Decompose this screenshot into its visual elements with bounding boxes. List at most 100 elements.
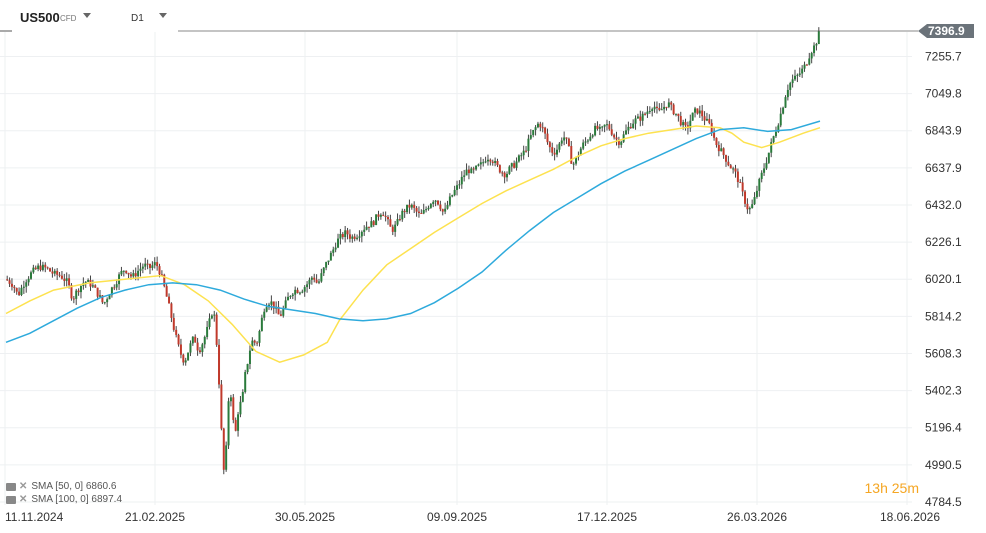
- candle-body: [675, 113, 678, 115]
- candle-body: [739, 182, 742, 184]
- candle-body: [77, 290, 80, 293]
- eye-icon[interactable]: [6, 482, 16, 491]
- candle-body: [632, 123, 635, 129]
- x-tick-label: 21.02.2025: [125, 510, 185, 524]
- candle-body: [427, 207, 430, 210]
- candle-body: [163, 274, 166, 287]
- candle-body: [629, 126, 632, 129]
- candle-body: [41, 264, 44, 270]
- candle-body: [767, 152, 770, 163]
- candle-body: [172, 317, 175, 330]
- candle-body: [532, 130, 535, 136]
- candle-body: [91, 285, 94, 287]
- candle-body: [682, 122, 685, 126]
- candle-body: [791, 79, 794, 84]
- candle-body: [346, 230, 349, 235]
- x-tick-label: 18.06.2026: [880, 510, 940, 524]
- candle-body: [94, 285, 97, 288]
- candle-body: [65, 278, 68, 281]
- candle-body: [8, 280, 11, 284]
- candle-body: [160, 274, 163, 276]
- candle-body: [139, 268, 142, 271]
- candle-body: [398, 219, 401, 221]
- eye-icon[interactable]: [6, 495, 16, 504]
- candle-body: [729, 165, 732, 169]
- candle-body: [27, 278, 30, 283]
- candle-body: [551, 147, 554, 153]
- candle-body: [689, 120, 692, 129]
- candle-body: [244, 372, 247, 393]
- symbol-dropdown-icon[interactable]: [83, 13, 91, 18]
- candle-body: [603, 124, 606, 127]
- candle-body: [122, 270, 125, 272]
- candle-body: [179, 344, 182, 355]
- candle-body: [141, 266, 144, 269]
- candle-body: [439, 204, 442, 210]
- candle-body: [448, 196, 451, 205]
- candle-body: [291, 294, 294, 296]
- candle-body: [808, 58, 811, 65]
- candle-body: [84, 281, 87, 283]
- candle-body: [753, 197, 756, 205]
- candle-body: [20, 287, 23, 295]
- countdown-h-unit: h: [880, 480, 888, 496]
- candle-body: [751, 204, 754, 208]
- candle-body: [246, 364, 249, 373]
- candle-body: [672, 104, 675, 115]
- candle-body: [422, 210, 425, 214]
- candle-body: [239, 401, 242, 415]
- candle-body: [187, 352, 190, 361]
- candle-body: [677, 113, 680, 117]
- candle-body: [786, 89, 789, 98]
- candle-body: [622, 134, 625, 142]
- candle-body: [360, 231, 363, 237]
- candle-body: [722, 148, 725, 156]
- candle-body: [241, 392, 244, 402]
- candle-body: [515, 161, 518, 168]
- candle-body: [310, 277, 313, 280]
- candle-body: [446, 204, 449, 209]
- candle-body: [58, 274, 61, 276]
- candle-body: [563, 137, 566, 141]
- candle-body: [617, 139, 620, 145]
- legend-sma-100: ✕ SMA [100, 0] 6897.4: [6, 494, 122, 505]
- candle-body: [329, 252, 332, 261]
- candle-body: [610, 129, 613, 135]
- interval-selector[interactable]: D1: [131, 13, 144, 24]
- x-tick-label: 17.12.2025: [577, 510, 637, 524]
- candle-body: [774, 131, 777, 137]
- candle-body: [539, 123, 542, 128]
- candle-body: [113, 287, 116, 289]
- candle-body: [817, 31, 820, 45]
- candle-body: [596, 125, 599, 129]
- candle-body: [125, 270, 128, 273]
- candle-body: [644, 113, 647, 115]
- candle-body: [494, 160, 497, 163]
- candle-body: [194, 336, 197, 343]
- x-tick-label: 11.11.2024: [5, 510, 64, 524]
- candle-body: [394, 224, 397, 232]
- close-icon[interactable]: ✕: [19, 481, 28, 492]
- candle-body: [325, 262, 328, 268]
- candle-body: [572, 163, 575, 165]
- interval-dropdown-icon[interactable]: [159, 13, 167, 18]
- y-tick-label: 6843.9: [925, 124, 962, 138]
- candle-body: [665, 106, 668, 108]
- candle-body: [215, 314, 218, 345]
- candle-body: [548, 142, 551, 148]
- close-icon[interactable]: ✕: [19, 494, 28, 505]
- candle-body: [237, 414, 240, 431]
- candle-body: [51, 271, 54, 274]
- candle-body: [353, 236, 356, 239]
- candle-body: [375, 214, 378, 226]
- candle-body: [784, 97, 787, 108]
- candle-body: [579, 148, 582, 156]
- candle-body: [636, 116, 639, 119]
- symbol-name[interactable]: US500: [20, 10, 60, 25]
- candle-body: [463, 175, 466, 177]
- candle-body: [87, 279, 90, 282]
- candle-body: [803, 64, 806, 69]
- candle-body: [103, 302, 106, 304]
- candle-body: [210, 315, 213, 319]
